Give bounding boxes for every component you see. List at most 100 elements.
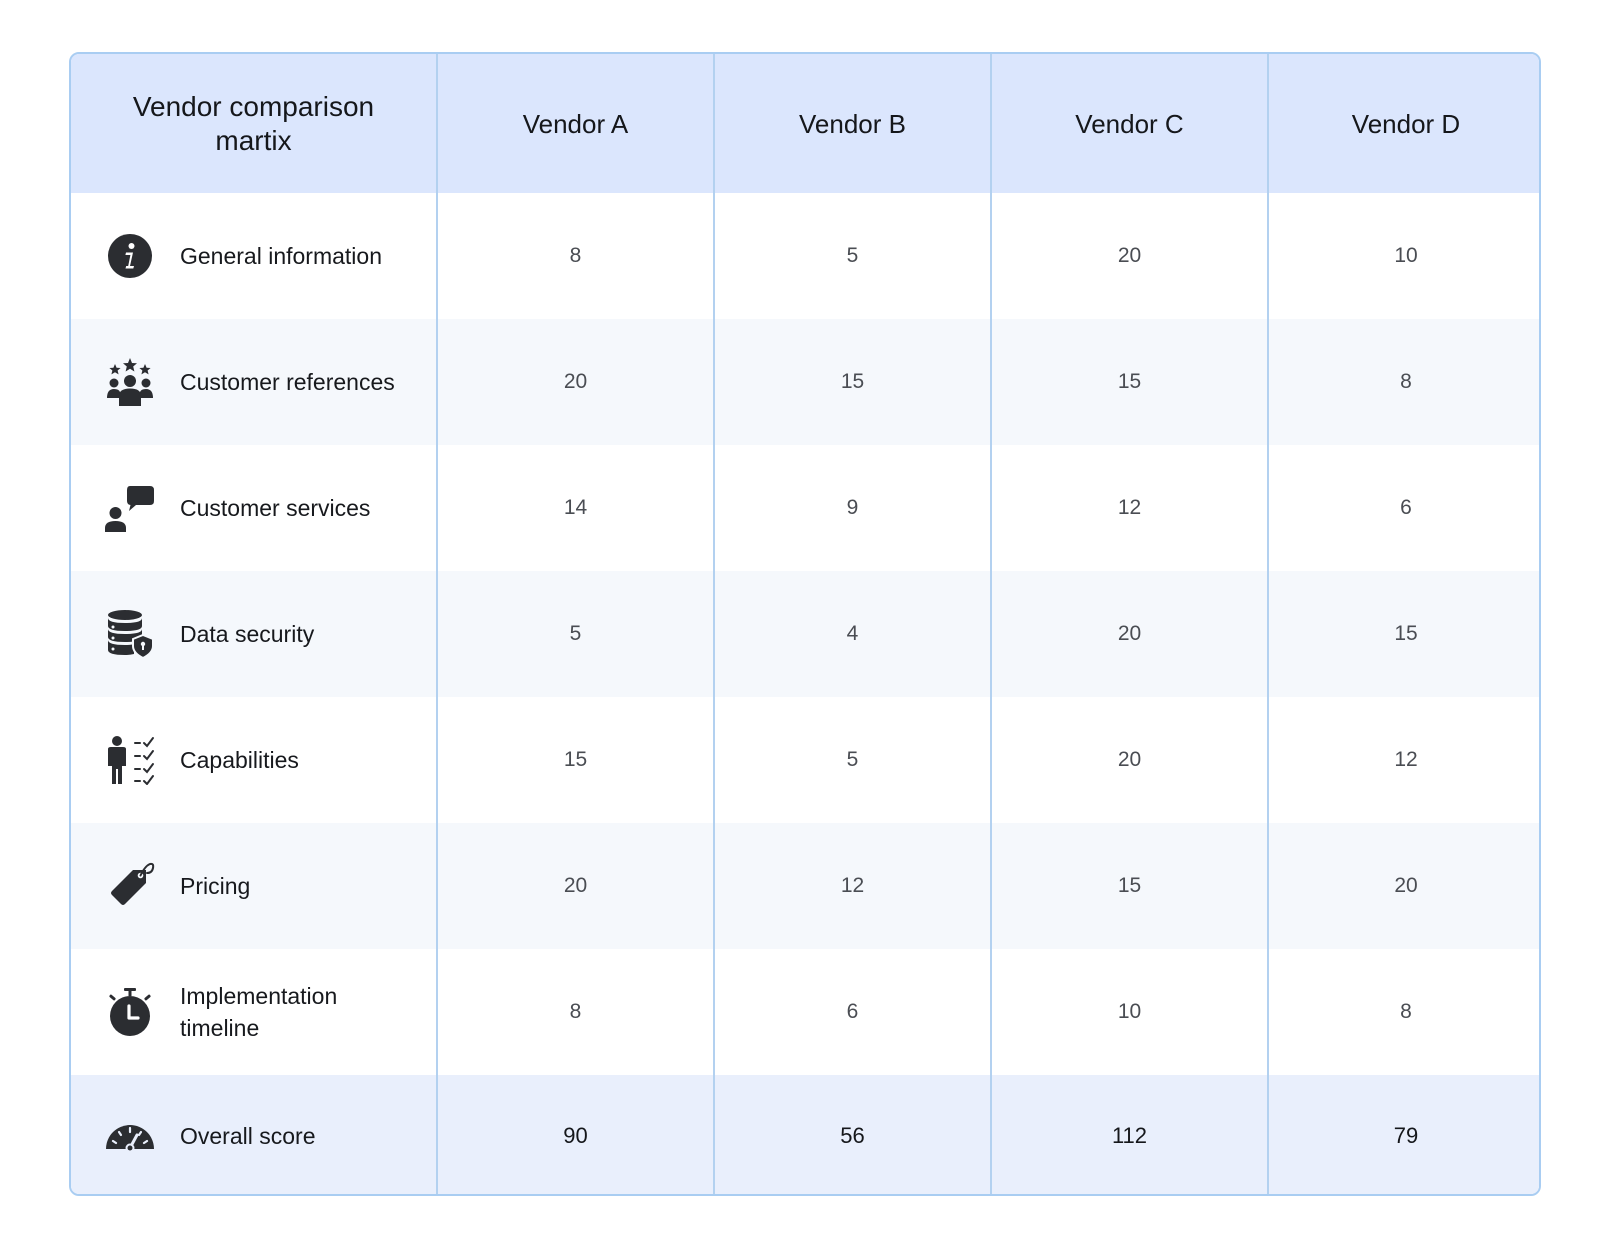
score-value: 4 [846, 622, 859, 645]
criterion-label: Pricing [180, 873, 251, 899]
criterion-label: Implementation timeline [180, 983, 338, 1041]
score-cell: 4 [715, 571, 992, 697]
table-title: Vendor comparison martix [71, 54, 438, 193]
score-value: 20 [1117, 244, 1142, 267]
score-cell: 6 [715, 949, 992, 1075]
criterion-cell: Data security [71, 571, 438, 697]
score-value: 5 [846, 244, 859, 267]
score-value: 8 [1400, 370, 1412, 393]
info-icon [105, 231, 155, 281]
total-score-cell: 56 [715, 1075, 992, 1194]
criterion-cell: Customer services [71, 445, 438, 571]
table-row: General information 8 5 20 10 [71, 193, 1539, 319]
score-cell: 20 [992, 193, 1269, 319]
score-value: 15 [1394, 622, 1418, 645]
score-value: 8 [1400, 1000, 1412, 1023]
table-row: Implementation timeline 8 6 10 8 [71, 949, 1539, 1075]
score-value: 6 [1400, 496, 1412, 519]
vendor-d-header: Vendor D [1351, 108, 1461, 139]
score-value: 20 [1117, 622, 1142, 645]
score-cell: 14 [438, 445, 715, 571]
score-cell: 8 [1269, 319, 1539, 445]
score-cell: 9 [715, 445, 992, 571]
score-cell: 8 [438, 949, 715, 1075]
score-cell: 15 [992, 823, 1269, 949]
score-value: 10 [1117, 1000, 1142, 1023]
customer-references-icon [105, 357, 155, 407]
table-row: Pricing 20 12 15 20 [71, 823, 1539, 949]
score-cell: 8 [1269, 949, 1539, 1075]
criterion-cell: Capabilities [71, 697, 438, 823]
criterion-cell: Overall score [71, 1075, 438, 1194]
score-value: 5 [846, 748, 859, 771]
total-score-value: 90 [563, 1122, 588, 1148]
table-header-row: Vendor comparison martix Vendor A Vendor… [71, 54, 1539, 193]
score-value: 20 [1394, 874, 1418, 897]
score-cell: 15 [992, 319, 1269, 445]
score-value: 10 [1394, 244, 1418, 267]
score-value: 5 [569, 622, 582, 645]
score-cell: 6 [1269, 445, 1539, 571]
score-cell: 15 [715, 319, 992, 445]
score-cell: 12 [715, 823, 992, 949]
score-cell: 12 [992, 445, 1269, 571]
score-cell: 5 [438, 571, 715, 697]
score-value: 8 [569, 244, 582, 267]
score-value: 9 [846, 496, 859, 519]
criterion-cell: Implementation timeline [71, 949, 438, 1075]
criterion-label: General information [180, 243, 382, 269]
total-score-value: 79 [1393, 1122, 1419, 1148]
capabilities-icon [105, 735, 155, 785]
vendor-b-header: Vendor B [715, 54, 992, 193]
criterion-label: Overall score [180, 1122, 316, 1149]
score-value: 8 [569, 1000, 582, 1023]
vendor-comparison-table: Vendor comparison martix Vendor A Vendor… [69, 52, 1541, 1196]
score-value: 20 [1117, 748, 1142, 771]
score-value: 12 [1394, 748, 1418, 771]
criterion-cell: Customer references [71, 319, 438, 445]
score-cell: 15 [438, 697, 715, 823]
table-row: Customer services 14 9 12 6 [71, 445, 1539, 571]
vendor-a-header: Vendor A [438, 54, 715, 193]
score-value: 12 [840, 874, 865, 897]
score-value: 15 [563, 748, 588, 771]
price-tag-icon [105, 861, 155, 911]
table-row: Capabilities 15 5 20 12 [71, 697, 1539, 823]
gauge-icon [105, 1111, 155, 1161]
score-cell: 15 [1269, 571, 1539, 697]
customer-service-icon [105, 483, 155, 533]
vendor-c-header: Vendor C [992, 54, 1269, 193]
score-cell: 20 [1269, 823, 1539, 949]
score-cell: 5 [715, 697, 992, 823]
score-cell: 12 [1269, 697, 1539, 823]
total-score-cell: 112 [992, 1075, 1269, 1194]
score-value: 20 [563, 874, 588, 897]
criterion-label: Customer references [180, 369, 395, 395]
score-cell: 10 [992, 949, 1269, 1075]
score-cell: 10 [1269, 193, 1539, 319]
score-cell: 8 [438, 193, 715, 319]
score-cell: 20 [438, 319, 715, 445]
table-row: Customer references 20 15 15 8 [71, 319, 1539, 445]
criterion-label: Customer services [180, 495, 371, 521]
score-cell: 20 [438, 823, 715, 949]
total-row: Overall score 90 56 112 79 [71, 1075, 1539, 1194]
score-value: 15 [1117, 874, 1142, 897]
score-value: 15 [840, 370, 865, 393]
score-value: 15 [1117, 370, 1142, 393]
score-cell: 5 [715, 193, 992, 319]
score-cell: 20 [992, 571, 1269, 697]
total-score-value: 112 [1111, 1122, 1148, 1148]
stopwatch-icon [105, 987, 155, 1037]
score-value: 12 [1117, 496, 1142, 519]
score-value: 20 [563, 370, 588, 393]
criterion-cell: General information [71, 193, 438, 319]
criterion-label: Capabilities [180, 747, 299, 773]
score-value: 6 [846, 1000, 859, 1023]
total-score-cell: 79 [1269, 1075, 1539, 1194]
data-security-icon [105, 609, 155, 659]
criterion-label: Data security [180, 621, 315, 647]
score-cell: 20 [992, 697, 1269, 823]
total-score-value: 56 [840, 1122, 865, 1148]
table-row: Data security 5 4 20 15 [71, 571, 1539, 697]
